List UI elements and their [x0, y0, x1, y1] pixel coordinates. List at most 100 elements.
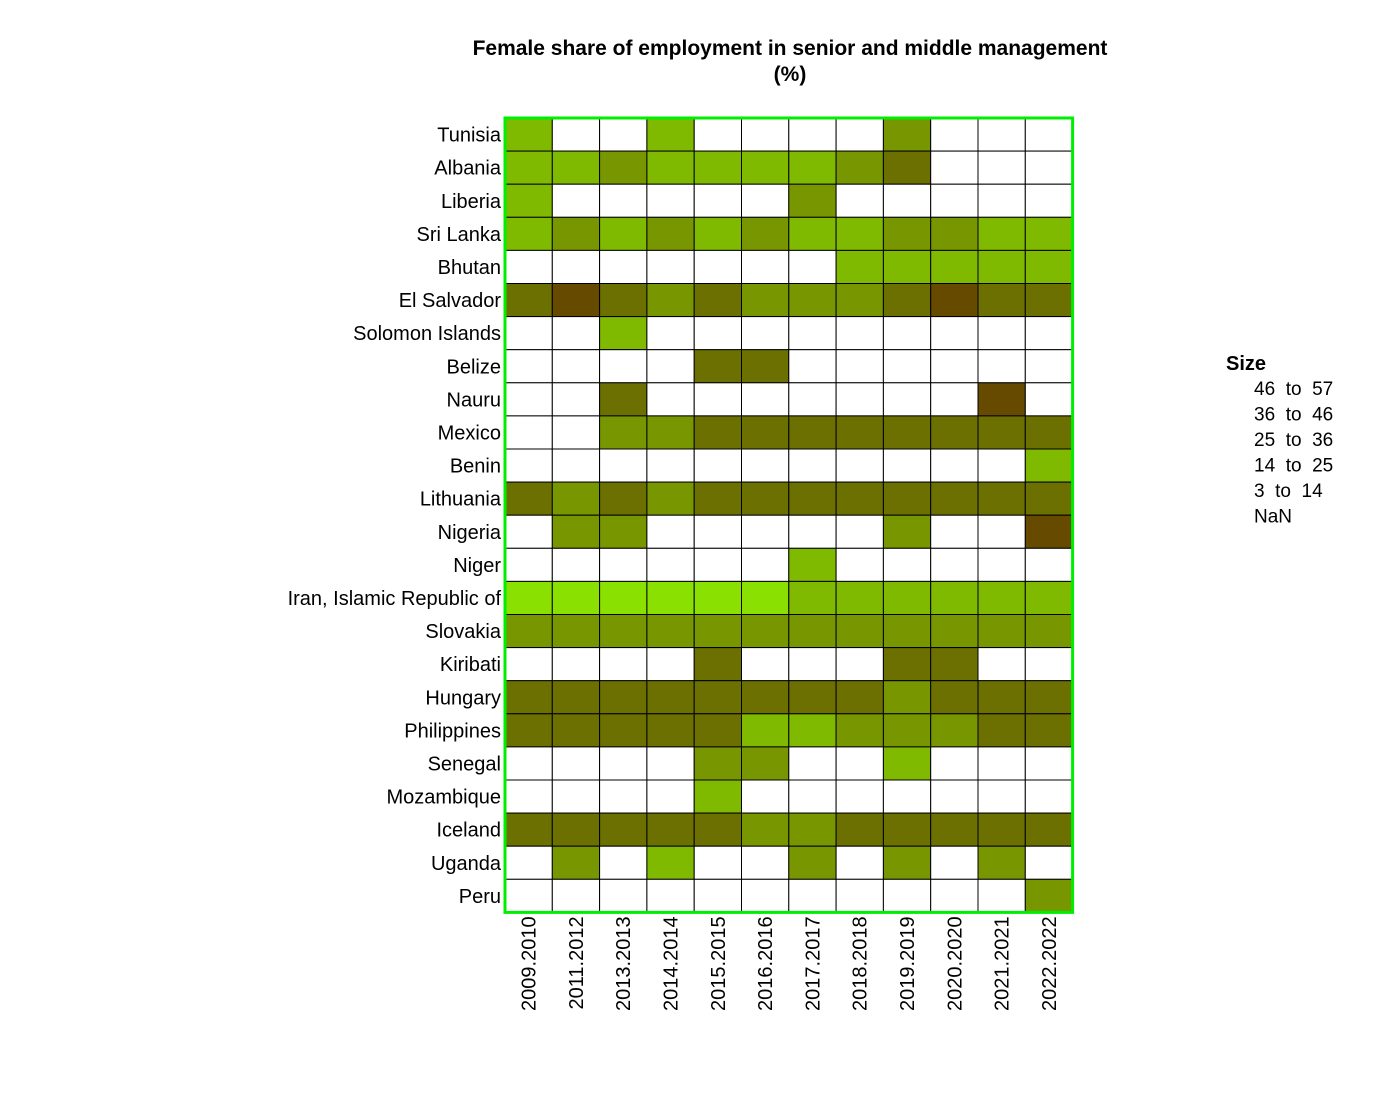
- heatmap-cell: [835, 547, 884, 582]
- heatmap-cell: [1024, 349, 1074, 384]
- heatmap-cell: [882, 283, 932, 318]
- heatmap-cell: [504, 878, 553, 913]
- column-label: 2017.2017: [802, 916, 824, 1011]
- heatmap-cell: [693, 183, 743, 218]
- heatmap-cell: [930, 117, 979, 152]
- heatmap-cell: [835, 349, 884, 384]
- heatmap-cell: [599, 216, 648, 251]
- heatmap-cell: [599, 150, 648, 185]
- heatmap-cell: [1024, 481, 1074, 516]
- legend-entry: 25 to 36: [1254, 430, 1333, 451]
- heatmap-cell: [1024, 713, 1074, 748]
- heatmap-cell: [788, 614, 837, 649]
- heatmap-cell: [599, 580, 648, 616]
- row-label: Albania: [434, 158, 502, 180]
- heatmap-cell: [599, 614, 648, 649]
- heatmap-cell: [504, 183, 553, 218]
- heatmap-cell: [693, 117, 743, 152]
- heatmap-cell: [1024, 183, 1074, 218]
- heatmap-cell: [977, 680, 1026, 715]
- heatmap-cell: [835, 647, 884, 682]
- heatmap-cell: [882, 580, 932, 616]
- heatmap-cell: [693, 647, 743, 682]
- heatmap-cell: [599, 448, 648, 483]
- column-label: 2011.2012: [566, 916, 588, 1009]
- legend-entry: 36 to 46: [1254, 405, 1333, 426]
- heatmap-cell: [1024, 878, 1074, 913]
- heatmap-cell: [835, 249, 884, 284]
- heatmap-cell: [930, 150, 979, 185]
- heatmap-cell: [1024, 812, 1074, 847]
- heatmap-cell: [551, 878, 601, 913]
- heatmap-cell: [930, 283, 979, 318]
- heatmap-cell: [646, 713, 695, 748]
- heatmap-cell: [504, 316, 553, 351]
- heatmap-cell: [551, 448, 601, 483]
- chart-title: Female share of employment in senior and…: [473, 36, 1108, 88]
- heatmap-cell: [1024, 547, 1074, 582]
- heatmap-cell: [646, 812, 695, 847]
- heatmap-cell: [504, 283, 553, 318]
- heatmap-cell: [551, 283, 601, 318]
- row-label: Uganda: [431, 853, 502, 875]
- heatmap-cell: [551, 746, 601, 781]
- heatmap-cell: [599, 713, 648, 748]
- heatmap-cell: [504, 117, 553, 152]
- column-label: 2013.2013: [613, 916, 635, 1011]
- heatmap-cell: [835, 117, 884, 152]
- heatmap-cell: [882, 514, 932, 549]
- heatmap-cell: [788, 117, 837, 152]
- heatmap-cell: [599, 746, 648, 781]
- heatmap-cell: [741, 183, 790, 218]
- heatmap-cell: [599, 183, 648, 218]
- heatmap-cell: [551, 580, 601, 616]
- heatmap-cell: [741, 680, 790, 715]
- heatmap-cell: [741, 779, 790, 814]
- heatmap-cell: [835, 150, 884, 185]
- row-label: Iceland: [437, 820, 502, 842]
- heatmap-cell: [551, 614, 601, 649]
- heatmap-cell: [977, 249, 1026, 284]
- heatmap-cell: [1024, 382, 1074, 417]
- heatmap-cell: [835, 183, 884, 218]
- heatmap-cell: [1024, 216, 1074, 251]
- row-label: Lithuania: [420, 489, 502, 511]
- heatmap-cell: [788, 481, 837, 516]
- heatmap-cell: [693, 812, 743, 847]
- heatmap-cell: [835, 415, 884, 450]
- heatmap-cell: [741, 283, 790, 318]
- heatmap-cell: [646, 216, 695, 251]
- heatmap-cell: [693, 283, 743, 318]
- heatmap-cell: [504, 614, 553, 649]
- row-label: Belize: [447, 356, 501, 378]
- heatmap-cell: [882, 713, 932, 748]
- heatmap-cell: [788, 448, 837, 483]
- heatmap-cell: [693, 349, 743, 384]
- heatmap-cell: [693, 514, 743, 549]
- heatmap-cell: [693, 415, 743, 450]
- heatmap-cell: [930, 580, 979, 616]
- heatmap-cell: [646, 316, 695, 351]
- row-label: Kiribati: [440, 654, 501, 676]
- heatmap-cell: [693, 150, 743, 185]
- heatmap-cell: [1024, 415, 1074, 450]
- heatmap-cell: [977, 647, 1026, 682]
- heatmap-cell: [693, 779, 743, 814]
- heatmap-cell: [551, 812, 601, 847]
- heatmap-cell: [1024, 614, 1074, 649]
- heatmap-cell: [882, 117, 932, 152]
- heatmap-cell: [646, 580, 695, 616]
- heatmap-cell: [882, 680, 932, 715]
- row-label: Bhutan: [438, 257, 501, 279]
- heatmap-cell: [599, 481, 648, 516]
- legend-entry: 46 to 57: [1254, 379, 1333, 400]
- heatmap-cell: [504, 812, 553, 847]
- heatmap-cell: [646, 647, 695, 682]
- heatmap-cell: [646, 614, 695, 649]
- heatmap-cell: [551, 713, 601, 748]
- heatmap-cell: [693, 680, 743, 715]
- heatmap-cell: [551, 382, 601, 417]
- heatmap-cell: [646, 779, 695, 814]
- heatmap-cell: [835, 448, 884, 483]
- heatmap-cell: [977, 779, 1026, 814]
